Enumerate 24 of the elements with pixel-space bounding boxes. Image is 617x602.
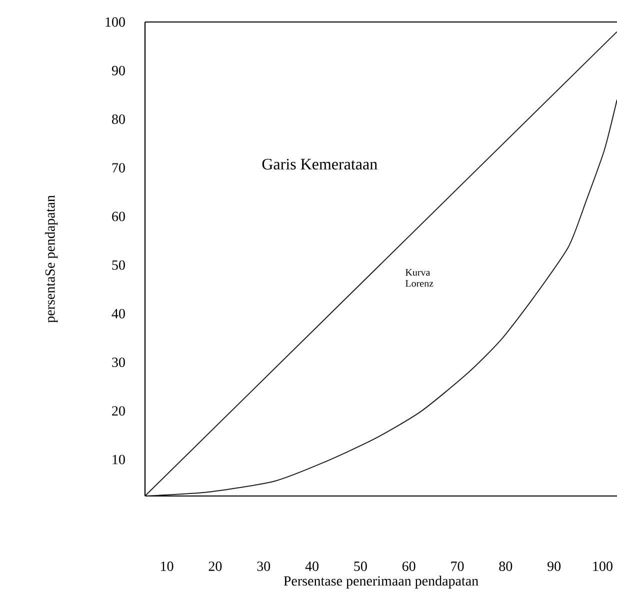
x-tick-label: 20	[208, 562, 222, 571]
y-tick-label: 20	[112, 406, 125, 416]
x-tick-label: 50	[354, 562, 367, 571]
y-tick-label: 10	[112, 454, 125, 464]
annotation: Kurva Lorenz	[405, 269, 434, 287]
x-tick-label: 10	[161, 562, 174, 571]
y-tick-label: 90	[112, 66, 125, 76]
y-tick-label: 80	[112, 114, 125, 124]
y-tick-label: 70	[112, 163, 125, 173]
x-tick-label: 40	[305, 562, 318, 571]
y-tick-label: 60	[112, 212, 125, 222]
y-tick-label: 40	[112, 308, 125, 318]
annotation: Garis Kemerataan	[262, 158, 378, 170]
x-axis-title: Persentase penerimaan pendapatan	[284, 576, 478, 589]
y-tick-label: 30	[112, 358, 125, 368]
y-tick-label: 100	[106, 17, 125, 27]
x-tick-label: 100	[593, 562, 612, 571]
y-axis-title: persentaSe pendapatan	[44, 195, 58, 323]
x-tick-label: 60	[402, 562, 416, 571]
y-tick-label: 50	[112, 260, 125, 270]
x-tick-label: 70	[451, 562, 464, 571]
x-tick-label: 80	[499, 562, 512, 571]
x-tick-label: 90	[548, 562, 561, 571]
x-tick-label: 30	[257, 562, 270, 571]
